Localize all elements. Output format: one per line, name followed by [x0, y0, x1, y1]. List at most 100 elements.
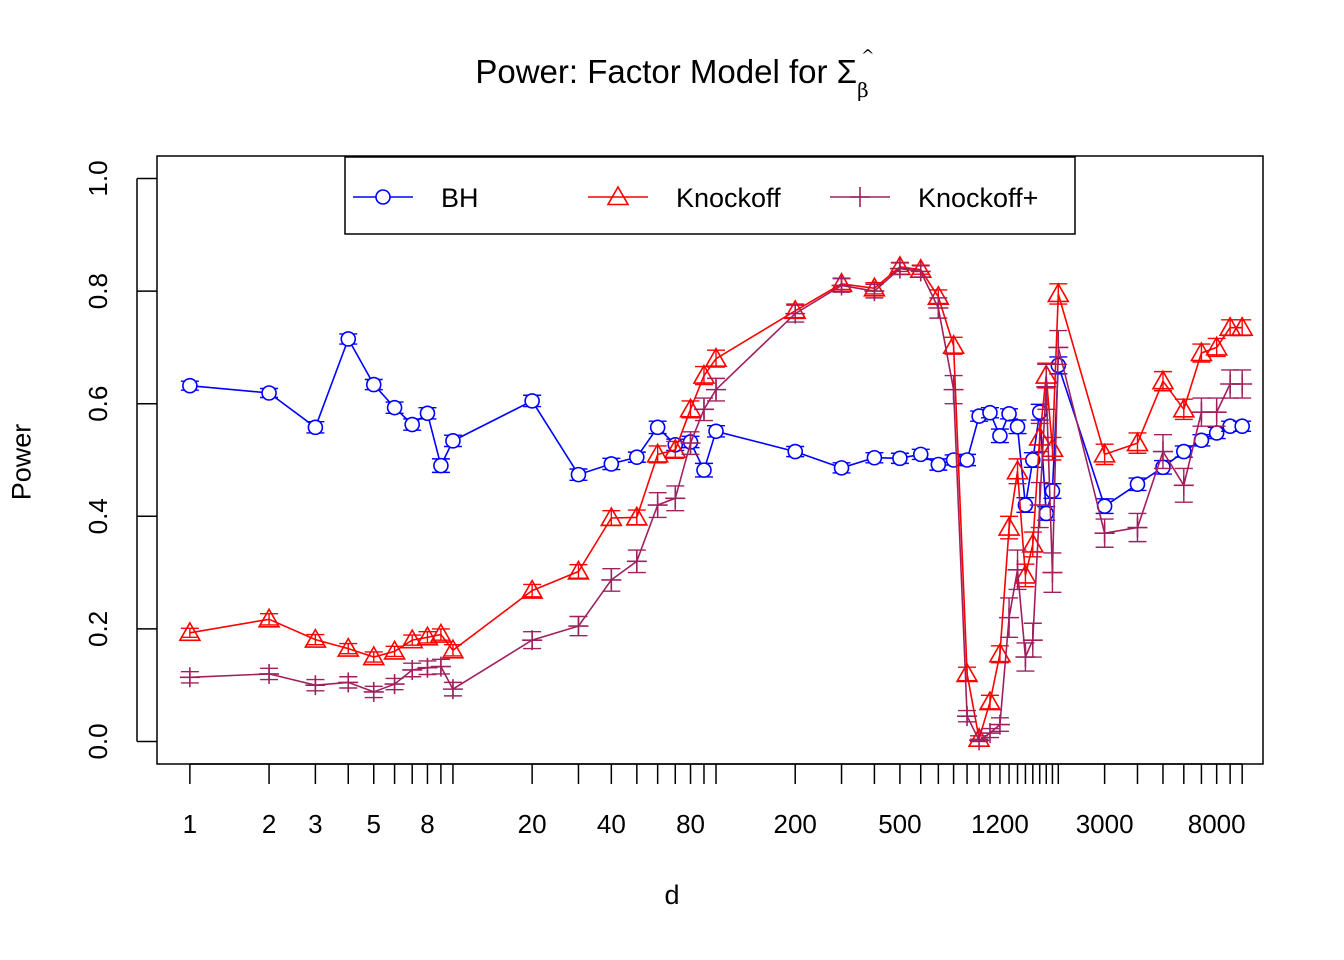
- data-point: [696, 462, 712, 478]
- data-point: [969, 730, 990, 751]
- data-point: [1021, 532, 1045, 553]
- chart-title: Power: Factor Model for Σβ ^: [475, 46, 875, 102]
- data-point: [663, 438, 687, 459]
- data-point: [178, 621, 202, 642]
- legend-box: [344, 156, 1076, 235]
- error-bar: [180, 627, 199, 639]
- data-point: [982, 404, 998, 421]
- data-point: [338, 672, 359, 693]
- data-point: [340, 331, 357, 347]
- data-point: [603, 456, 620, 472]
- data-point: [257, 607, 281, 628]
- x-tick-label: 8000: [1188, 809, 1246, 839]
- series-layer: [178, 255, 1254, 751]
- data-point: [978, 690, 1002, 711]
- data-point: [1152, 441, 1173, 462]
- legend-entry-knockoff: Knockoff: [588, 183, 781, 213]
- data-point: [955, 662, 979, 683]
- error-bar: [418, 631, 437, 644]
- data-point: [445, 433, 461, 449]
- legend: BH Knockoff Knockoff+: [344, 156, 1076, 235]
- y-axis-label: Power: [6, 423, 37, 501]
- error-bar: [385, 645, 404, 658]
- x-tick-label: 80: [676, 809, 705, 839]
- data-point: [182, 377, 198, 394]
- data-point: [1024, 452, 1041, 468]
- x-tick-label: 8: [420, 809, 434, 839]
- data-point: [429, 622, 453, 643]
- data-point: [989, 714, 1010, 735]
- data-point: [1206, 402, 1227, 423]
- data-point: [864, 281, 885, 302]
- data-point: [1022, 630, 1043, 651]
- series-bh: [180, 331, 1252, 522]
- legend-label: Knockoff+: [918, 183, 1038, 213]
- data-point: [1036, 376, 1057, 397]
- data-point: [959, 452, 975, 468]
- data-point: [787, 443, 804, 460]
- data-point: [1151, 369, 1175, 390]
- data-point: [785, 303, 806, 324]
- title-subscript: β: [857, 77, 869, 102]
- data-point: [649, 419, 666, 436]
- data-point: [708, 423, 724, 440]
- data-point: [1173, 475, 1194, 496]
- data-point: [1129, 476, 1146, 493]
- data-point: [942, 334, 965, 355]
- data-point: [417, 657, 438, 678]
- legend-marker: [606, 185, 630, 206]
- data-point: [1230, 316, 1254, 337]
- data-point: [930, 456, 947, 473]
- x-tick-label: 1: [183, 809, 197, 839]
- x-tick-label: 40: [597, 809, 626, 839]
- axes: 1 2 3 5 8 20 40 80 200 500 1200 3000 8000 0.0 0.2 0.4 0.…: [83, 155, 1264, 839]
- y-tick-label: 0.0: [83, 723, 113, 759]
- data-point: [988, 642, 1012, 663]
- title-hat: ^: [861, 46, 875, 65]
- legend-entry-bh: BH: [353, 183, 479, 213]
- data-point: [1172, 397, 1196, 418]
- data-point: [601, 569, 622, 590]
- error-bar: [443, 643, 462, 657]
- data-point: [1218, 316, 1242, 337]
- data-point: [383, 639, 406, 660]
- x-tick-label: 20: [518, 809, 547, 839]
- data-point: [957, 706, 978, 727]
- data-point: [1042, 562, 1063, 583]
- data-point: [522, 630, 543, 651]
- data-point: [692, 363, 716, 384]
- data-point: [928, 298, 949, 318]
- data-point: [646, 442, 670, 463]
- legend-marker: [850, 187, 870, 207]
- data-point: [568, 616, 589, 637]
- data-point: [992, 427, 1008, 444]
- data-point: [680, 433, 701, 454]
- error-bar: [431, 628, 450, 641]
- data-point: [693, 399, 714, 420]
- data-point: [665, 488, 686, 509]
- y-tick-label: 0.4: [83, 498, 113, 534]
- data-point: [404, 416, 420, 433]
- data-point: [524, 393, 540, 409]
- x-tick-label: 3000: [1076, 809, 1134, 839]
- error-bar: [523, 583, 542, 598]
- data-point: [943, 379, 964, 400]
- legend-label: BH: [441, 183, 479, 213]
- data-point: [1094, 523, 1115, 544]
- data-point: [402, 659, 423, 680]
- data-point: [625, 505, 649, 526]
- data-point: [1044, 483, 1061, 499]
- data-point: [400, 628, 424, 649]
- data-point: [430, 656, 451, 677]
- data-point: [1048, 337, 1069, 358]
- data-point: [1208, 425, 1225, 441]
- data-point: [386, 399, 403, 416]
- data-point: [307, 419, 324, 436]
- error-bar: [339, 642, 358, 655]
- data-point: [384, 674, 405, 695]
- x-axis-label: d: [664, 880, 680, 910]
- data-point: [1007, 559, 1028, 580]
- data-point: [1126, 431, 1149, 452]
- y-tick-label: 0.8: [83, 273, 113, 309]
